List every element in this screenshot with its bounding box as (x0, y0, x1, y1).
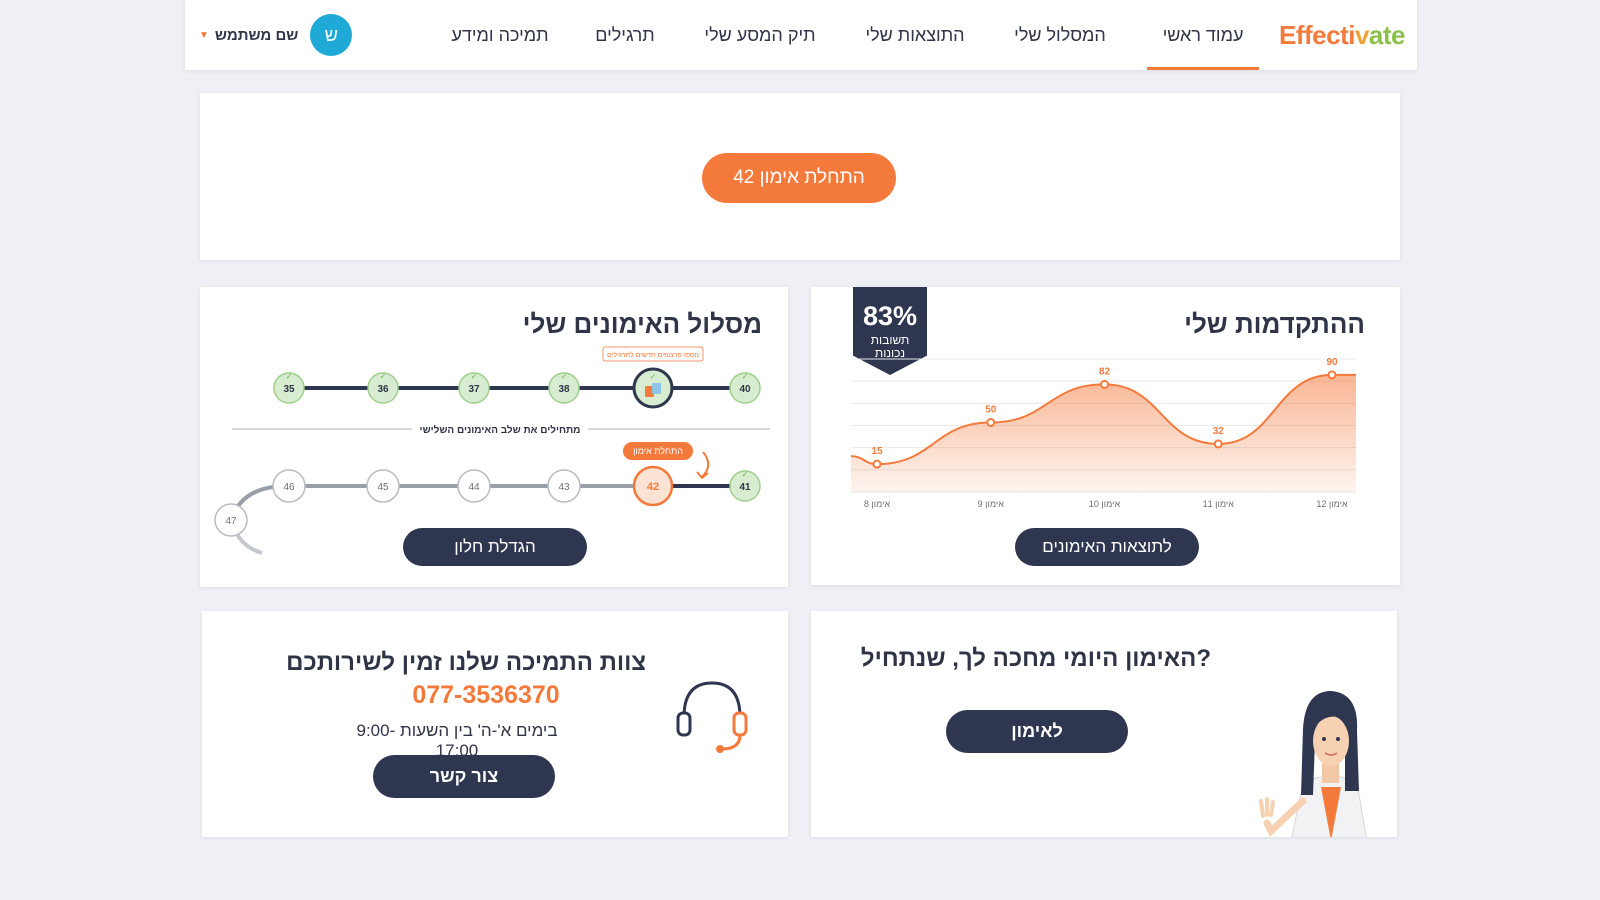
data-point[interactable] (1327, 370, 1337, 380)
node-40[interactable]: 40 ✓ (729, 372, 761, 404)
check-icon: ✓ (471, 372, 478, 381)
x-tick-label: אימון 9 (978, 499, 1005, 509)
node-36[interactable]: 36 ✓ (367, 372, 399, 404)
node-43[interactable]: 43 (547, 469, 581, 503)
logo-text-1: Effecti (1278, 20, 1355, 50)
svg-text:התחלת אימון: התחלת אימון (633, 446, 683, 456)
x-tick-label: אימון 8 (864, 499, 891, 509)
svg-text:38: 38 (558, 384, 570, 395)
training-path-card: מסלול האימונים שלי מתחילים את שלב האימונ… (200, 287, 788, 587)
score-percent: 83% (862, 301, 918, 331)
support-phone[interactable]: 077-3536370 (412, 681, 560, 709)
avatar: ש (310, 14, 353, 56)
data-point[interactable] (1100, 379, 1109, 389)
node-45[interactable]: 45 (366, 469, 400, 503)
series-area (851, 374, 1356, 492)
data-label: 50 (985, 405, 997, 416)
svg-text:40: 40 (739, 384, 751, 395)
node-42-current[interactable]: 42 (632, 465, 674, 507)
nav-support[interactable]: תמיכה ומידע (451, 25, 549, 45)
score-label: תשובות נכונות (870, 333, 910, 360)
top-navbar: Effectivate עמוד ראשי המסלול שלי התוצאות… (185, 0, 1417, 70)
divider-text: מתחילים את שלב האימונים השלישי (420, 424, 581, 436)
check-icon: ✓ (650, 372, 657, 381)
progress-card: ההתקדמות שלי 83% תשובות נכונות 15 אימון 8… (811, 287, 1400, 585)
check-icon: ✓ (561, 372, 568, 381)
contact-button[interactable]: צור קשר (373, 755, 555, 798)
data-label: 15 (871, 446, 883, 457)
data-label: 32 (1213, 426, 1225, 437)
node-35[interactable]: 35 ✓ (273, 372, 305, 404)
data-label: 82 (1099, 366, 1111, 377)
node-38[interactable]: 38 ✓ (548, 372, 580, 404)
svg-text:47: 47 (225, 516, 237, 527)
coach-illustration (1259, 691, 1367, 837)
daily-training-card: האימון היומי מחכה לך, שנתחיל? לאימון (811, 611, 1397, 837)
effectivate-logo[interactable]: Effectivate (1278, 20, 1406, 51)
training-path-map: מתחילים את שלב האימונים השלישי 35 ✓ 36 ✓… (214, 346, 770, 555)
user-menu[interactable]: ▼ שם משתמש ש (199, 14, 353, 56)
start-training-card: התחלת אימון 42 (200, 93, 1400, 260)
start-tag: התחלת אימון (623, 442, 710, 480)
check-icon: ✓ (380, 372, 387, 381)
x-tick-label: אימון 12 (1316, 499, 1348, 509)
user-name: שם משתמש (214, 26, 299, 44)
x-tick-label: אימון 10 (1089, 499, 1121, 509)
nav-journey-folder[interactable]: תיק המסע שלי (704, 25, 816, 45)
svg-text:35: 35 (283, 384, 295, 395)
node-41[interactable]: 41 ✓ (729, 470, 761, 502)
support-card: צוות התמיכה שלנו זמין לשירותכם 077-35363… (202, 611, 788, 837)
new-faces-tooltip (602, 346, 704, 362)
support-title: צוות התמיכה שלנו זמין לשירותכם (286, 649, 646, 676)
svg-text:41: 41 (739, 482, 751, 493)
faces-icon (645, 386, 654, 397)
svg-text:46: 46 (283, 482, 295, 493)
node-46[interactable]: 46 (272, 469, 306, 503)
check-icon: ✓ (742, 372, 749, 381)
nav-my-path[interactable]: המסלול שלי (1014, 25, 1106, 45)
svg-text:נוספו פרצופים חדשים לתרגילים: נוספו פרצופים חדשים לתרגילים (607, 351, 699, 359)
data-point[interactable] (1213, 439, 1223, 449)
data-point[interactable] (872, 459, 882, 469)
svg-text:44: 44 (468, 482, 480, 493)
expand-window-button[interactable]: הגדלת חלון (403, 528, 587, 566)
nav-my-results[interactable]: התוצאות שלי (865, 25, 965, 45)
path-title: מסלול האימונים שלי (522, 309, 762, 339)
logo-text-2: v (1354, 20, 1369, 50)
data-label: 90 (1326, 357, 1338, 368)
start-training-button[interactable]: התחלת אימון 42 (702, 153, 896, 203)
progress-chart: 15 אימון 8 50 אימון 9 82 אימון 10 32 אימון 11 90… (850, 357, 1356, 509)
check-icon: ✓ (286, 372, 293, 381)
svg-text:42: 42 (647, 481, 659, 493)
check-icon: ✓ (742, 470, 749, 479)
curved-arrow-icon (701, 451, 710, 478)
svg-text:36: 36 (377, 384, 389, 395)
x-tick-label: אימון 11 (1203, 499, 1235, 509)
progress-title: ההתקדמות שלי (1184, 309, 1365, 339)
go-to-training-button[interactable]: לאימון (946, 710, 1128, 753)
headset-icon (676, 681, 748, 753)
node-44[interactable]: 44 (457, 469, 491, 503)
node-47[interactable]: 47 (214, 503, 248, 537)
svg-text:43: 43 (558, 482, 570, 493)
node-37[interactable]: 37 ✓ (458, 372, 490, 404)
score-badge: 83% תשובות נכונות (853, 287, 927, 375)
svg-text:45: 45 (377, 482, 389, 493)
data-point[interactable] (986, 418, 996, 427)
training-results-button[interactable]: לתוצאות האימונים (1015, 528, 1199, 566)
nav-exercises[interactable]: תרגילים (595, 25, 655, 45)
node-39-special[interactable]: נוספו פרצופים חדשים לתרגילים ✓ (602, 346, 704, 409)
svg-text:37: 37 (468, 384, 480, 395)
nav-home[interactable]: עמוד ראשי (1147, 0, 1259, 70)
daily-title: האימון היומי מחכה לך, שנתחיל? (860, 645, 1211, 672)
chevron-down-icon: ▼ (199, 29, 209, 41)
logo-text-3: ate (1368, 20, 1406, 50)
